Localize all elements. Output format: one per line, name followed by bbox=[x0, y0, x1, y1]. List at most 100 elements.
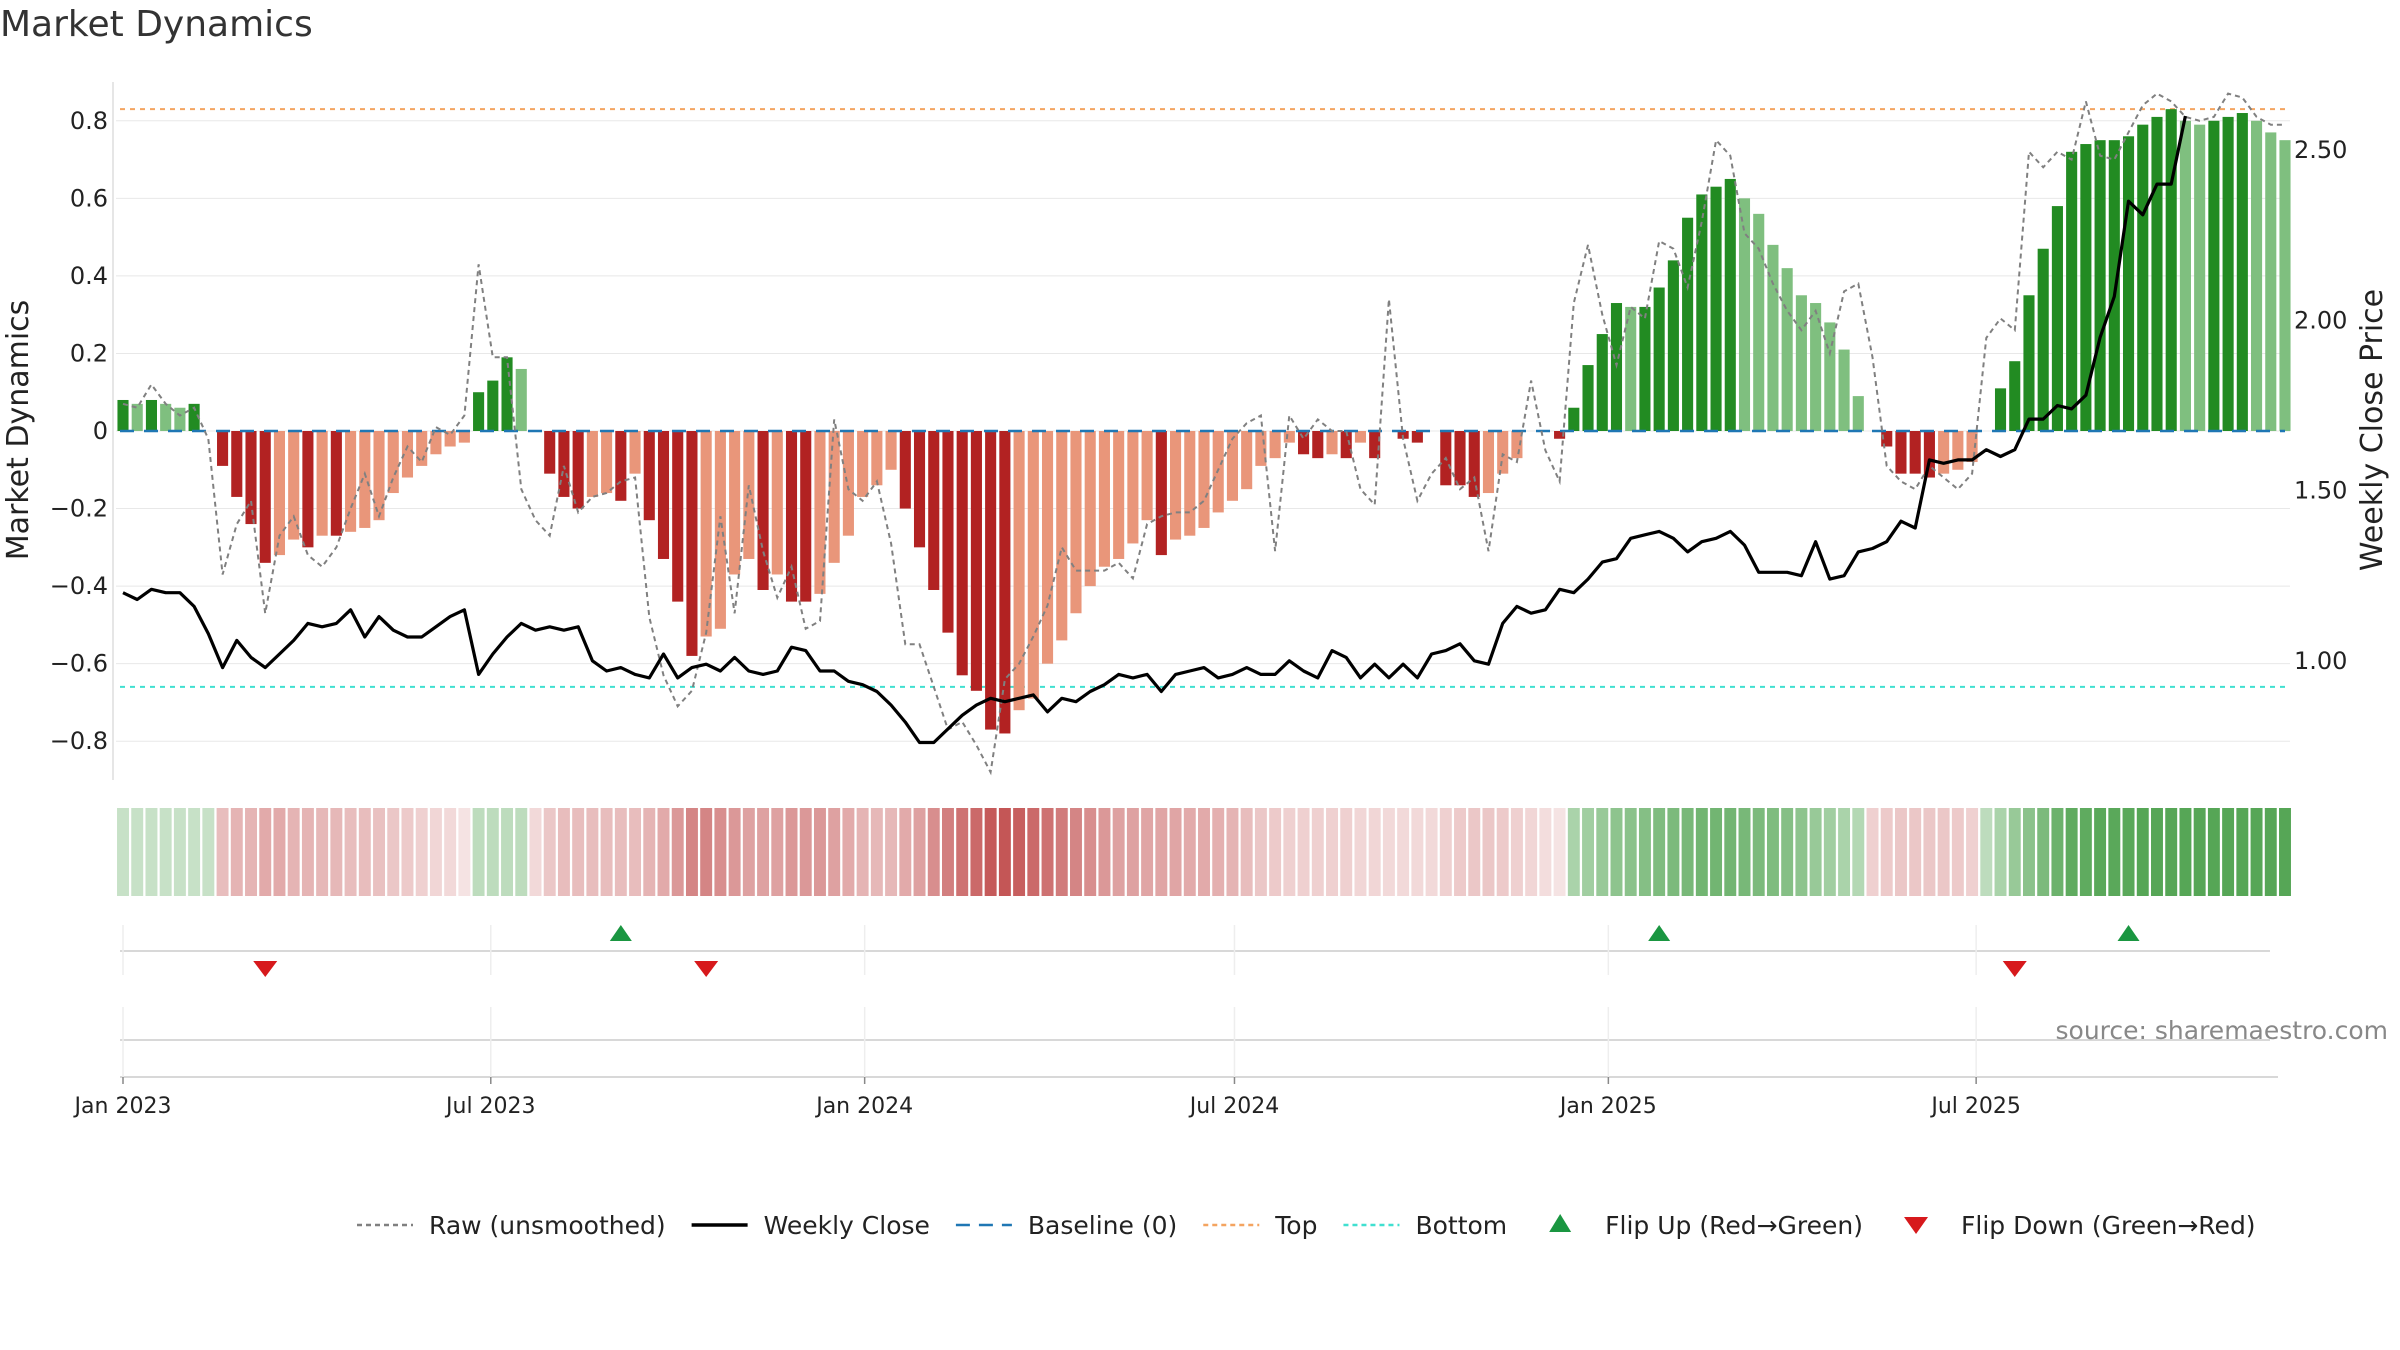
regime-cell bbox=[1112, 808, 1125, 896]
momentum-bar bbox=[1098, 431, 1110, 567]
momentum-bar bbox=[615, 431, 627, 501]
regime-cell bbox=[1567, 808, 1580, 896]
momentum-bar bbox=[1639, 306, 1651, 431]
momentum-bar bbox=[473, 392, 485, 431]
momentum-bar bbox=[1198, 431, 1210, 528]
legend-label: Top bbox=[1274, 1211, 1317, 1240]
y-tick-label: 0.6 bbox=[70, 184, 108, 212]
momentum-bar bbox=[1155, 431, 1167, 556]
regime-cell bbox=[515, 808, 528, 896]
regime-cell bbox=[1553, 808, 1566, 896]
regime-cell bbox=[401, 808, 414, 896]
momentum-bar bbox=[174, 407, 186, 431]
momentum-bar bbox=[1696, 194, 1708, 431]
momentum-bar bbox=[1312, 431, 1324, 459]
momentum-bar bbox=[643, 431, 655, 521]
momentum-bar bbox=[1767, 244, 1779, 431]
regime-cell bbox=[2037, 808, 2050, 896]
regime-cell bbox=[1966, 808, 1979, 896]
momentum-bar bbox=[387, 431, 399, 494]
momentum-bar bbox=[1554, 431, 1566, 439]
regime-cell bbox=[1055, 808, 1068, 896]
legend-item-flip-down: Flip Down (Green→Red) bbox=[1904, 1211, 2256, 1240]
y-axis-label: Market Dynamics bbox=[1, 300, 36, 561]
chart-title: Market Dynamics bbox=[0, 4, 313, 45]
legend-label: Baseline (0) bbox=[1028, 1211, 1177, 1240]
momentum-bar bbox=[601, 431, 613, 494]
momentum-bar bbox=[1582, 365, 1594, 431]
regime-cell bbox=[2151, 808, 2163, 896]
regime-cell bbox=[1710, 808, 1723, 896]
regime-cell bbox=[1326, 808, 1338, 896]
momentum-bar bbox=[586, 431, 598, 497]
momentum-bar bbox=[771, 431, 783, 575]
momentum-bar bbox=[1753, 213, 1765, 431]
momentum-bar bbox=[1710, 186, 1722, 431]
momentum-bar bbox=[1781, 268, 1793, 431]
regime-cell bbox=[899, 808, 912, 896]
momentum-bar bbox=[1810, 303, 1822, 431]
momentum-bar bbox=[1938, 431, 1950, 474]
regime-cell bbox=[472, 808, 485, 896]
momentum-bar bbox=[416, 431, 428, 466]
x-tick-label: Jan 2023 bbox=[73, 1094, 172, 1119]
regime-cell bbox=[1823, 808, 1836, 896]
regime-cell bbox=[1937, 808, 1950, 896]
regime-cell bbox=[1468, 808, 1481, 896]
regime-cell bbox=[316, 808, 329, 896]
regime-cell bbox=[1254, 808, 1267, 896]
regime-cell bbox=[259, 808, 272, 896]
regime-cell bbox=[173, 808, 186, 896]
regime-cell bbox=[1084, 808, 1097, 896]
regime-cell bbox=[159, 808, 172, 896]
regime-cell bbox=[2179, 808, 2192, 896]
momentum-bar bbox=[1141, 431, 1153, 521]
regime-cell bbox=[2122, 808, 2135, 896]
momentum-bar bbox=[2066, 151, 2078, 432]
momentum-bar bbox=[2037, 248, 2049, 431]
momentum-bar bbox=[444, 431, 456, 447]
momentum-bar bbox=[117, 399, 129, 431]
y2-tick-label: 1.00 bbox=[2294, 647, 2347, 675]
momentum-bar bbox=[2165, 109, 2177, 432]
momentum-bar bbox=[487, 380, 499, 431]
momentum-bar bbox=[828, 431, 840, 563]
regime-cell bbox=[714, 808, 727, 896]
momentum-bar bbox=[2236, 113, 2248, 432]
regime-cell bbox=[557, 808, 570, 896]
regime-cell bbox=[1454, 808, 1467, 896]
regime-cell bbox=[1667, 808, 1680, 896]
regime-cell bbox=[1994, 808, 2007, 896]
momentum-bar bbox=[899, 431, 911, 509]
y-tick-label: 0.2 bbox=[70, 339, 108, 367]
momentum-bar bbox=[430, 431, 442, 455]
legend-item-baseline: Baseline (0) bbox=[955, 1211, 1177, 1240]
x-tick-label: Jan 2024 bbox=[814, 1094, 913, 1119]
momentum-bar bbox=[1298, 431, 1310, 455]
flip-up-marker bbox=[609, 925, 632, 941]
regime-cell bbox=[145, 808, 158, 896]
momentum-bar bbox=[629, 431, 641, 474]
momentum-bar bbox=[1909, 431, 1921, 474]
momentum-bar bbox=[1013, 431, 1025, 711]
momentum-bar bbox=[188, 403, 200, 431]
x-axis-ticks: Jan 2023 Jul 2023 Jan 2024 Jul 2024 Jan 2025… bbox=[73, 1077, 2021, 1119]
momentum-bar bbox=[515, 368, 527, 431]
regime-cell bbox=[728, 808, 741, 896]
regime-cell bbox=[614, 808, 627, 896]
momentum-bar bbox=[657, 431, 670, 559]
momentum-bar bbox=[572, 431, 584, 509]
momentum-bar bbox=[1795, 295, 1807, 431]
blank-panel bbox=[120, 1007, 2278, 1078]
momentum-bar bbox=[700, 431, 712, 637]
regime-cell bbox=[1752, 808, 1765, 896]
momentum-bar bbox=[1170, 431, 1182, 540]
regime-cell bbox=[984, 808, 997, 896]
momentum-bar bbox=[757, 431, 769, 590]
regime-cell bbox=[600, 808, 613, 896]
legend-item-bottom: Bottom bbox=[1343, 1211, 1507, 1240]
momentum-bar bbox=[1454, 431, 1466, 486]
regime-cell bbox=[2222, 808, 2235, 896]
regime-cell bbox=[1582, 808, 1595, 896]
momentum-bar bbox=[942, 431, 954, 633]
